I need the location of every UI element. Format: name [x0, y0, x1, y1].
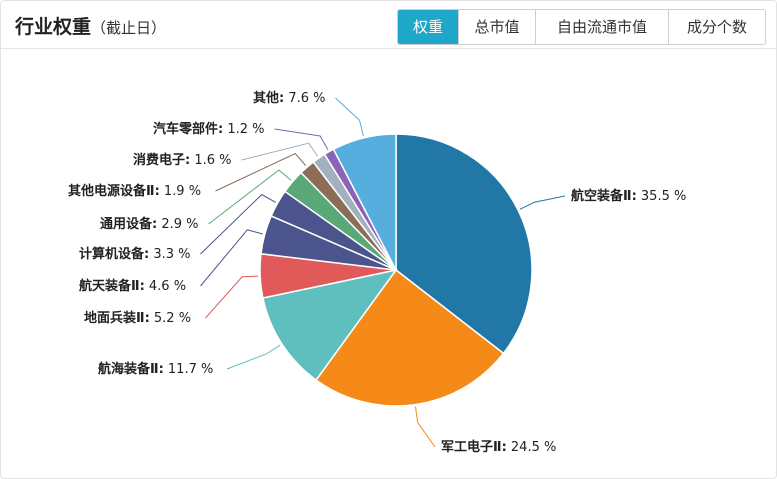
leader-line: [208, 169, 292, 225]
slice-label: 航空装备Ⅱ: 35.5 %: [571, 188, 686, 204]
pie-slice[interactable]: [395, 133, 533, 355]
tab-weight[interactable]: 权重: [398, 10, 458, 44]
title-date: （截止日）: [91, 19, 167, 37]
slice-label: 消费电子: 1.6 %: [133, 152, 232, 168]
tab-float-cap[interactable]: 自由流通市值: [535, 10, 668, 44]
tab-market-cap[interactable]: 总市值: [458, 10, 535, 44]
slice-label: 计算机设备: 3.3 %: [79, 246, 191, 262]
pie-chart: 航空装备Ⅱ: 35.5 % 军工电子Ⅱ: 24.5 % 航海装备Ⅱ: 11.7 % 地…: [68, 90, 686, 455]
pie-slice[interactable]: [315, 268, 505, 407]
leader-line: [414, 406, 436, 448]
title-text: 行业权重: [15, 16, 92, 38]
slice-label: 汽车零部件: 1.2 %: [153, 121, 265, 137]
leader-line: [241, 142, 319, 161]
panel-header: 行业权重（截止日） 权重 总市值 自由流通市值 成分个数: [1, 1, 776, 49]
leader-line: [274, 128, 329, 151]
leader-line: [200, 193, 276, 255]
slice-label: 航天装备Ⅱ: 4.6 %: [79, 278, 186, 294]
pie-slice[interactable]: [332, 133, 397, 271]
slice-label: 其他电源设备Ⅱ: 1.9 %: [68, 183, 201, 199]
metric-tabs: 权重 总市值 自由流通市值 成分个数: [397, 9, 766, 45]
panel-title: 行业权重（截止日）: [15, 12, 166, 39]
leader-line: [226, 344, 281, 370]
leader-line: [519, 195, 566, 210]
pie-slice[interactable]: [262, 268, 398, 382]
slice-label: 地面兵装Ⅱ: 5.2 %: [84, 310, 191, 326]
leader-line: [200, 229, 263, 287]
leader-line: [215, 152, 307, 192]
leader-line: [205, 275, 259, 319]
slice-label: 其他: 7.6 %: [253, 90, 326, 106]
slice-label: 军工电子Ⅱ: 24.5 %: [441, 439, 556, 455]
leader-line: [335, 97, 364, 137]
tab-constituents[interactable]: 成分个数: [668, 10, 765, 44]
slice-label: 航海装备Ⅱ: 11.7 %: [98, 361, 213, 377]
slice-label: 通用设备: 2.9 %: [100, 216, 199, 232]
